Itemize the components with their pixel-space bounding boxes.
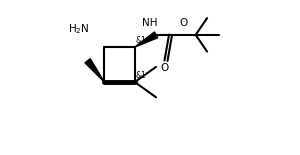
Text: O: O (160, 63, 168, 73)
Text: NH: NH (142, 18, 158, 29)
Text: H$_2$N: H$_2$N (68, 22, 89, 36)
Polygon shape (135, 32, 158, 47)
Text: &1: &1 (136, 71, 146, 80)
Text: O: O (179, 18, 187, 29)
Polygon shape (85, 59, 104, 82)
Text: &1: &1 (136, 36, 146, 45)
